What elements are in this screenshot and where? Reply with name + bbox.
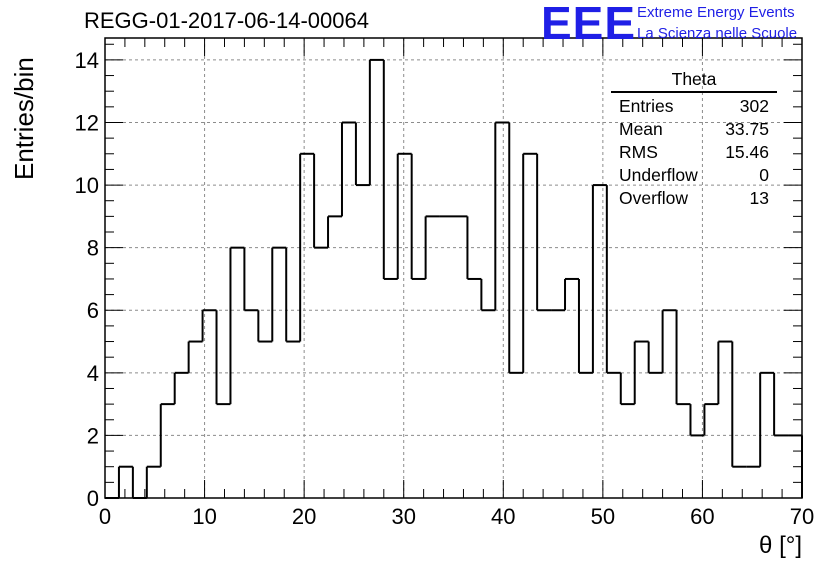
stats-box: Theta Entries 302 Mean 33.75 RMS 15.46 U… [611,69,777,210]
stats-value: 0 [759,165,769,185]
x-tick-label: 70 [790,504,814,529]
stats-row-entries: Entries 302 [611,95,777,118]
stats-label: Underflow [619,165,698,185]
y-tick-label: 4 [87,361,99,386]
x-tick-label: 50 [591,504,615,529]
eee-logo: EEE [541,0,637,49]
x-tick-label: 30 [391,504,415,529]
stats-label: Overflow [619,188,689,208]
stats-value: 302 [739,96,769,116]
stats-label: Mean [619,119,663,139]
x-tick-label: 60 [690,504,714,529]
x-tick-label: 10 [192,504,216,529]
y-axis-label: Entries/bin [9,57,39,180]
stats-label: Entries [619,96,674,116]
y-tick-label: 6 [87,298,99,323]
stats-row-rms: RMS 15.46 [611,141,777,164]
stats-value: 33.75 [725,119,769,139]
stats-value: 13 [749,188,769,208]
x-tick-label: 40 [491,504,515,529]
y-tick-label: 2 [87,423,99,448]
logo-subtitle-line1: Extreme Energy Events [637,4,795,21]
stats-value: 15.46 [725,142,769,162]
stats-row-underflow: Underflow 0 [611,164,777,187]
y-tick-label: 12 [75,110,99,135]
y-tick-label: 8 [87,236,99,261]
stats-row-mean: Mean 33.75 [611,118,777,141]
y-tick-label: 14 [75,48,99,73]
y-tick-label: 0 [87,486,99,511]
x-tick-label: 20 [292,504,316,529]
y-tick-label: 10 [75,173,99,198]
chart-title: REGG-01-2017-06-14-00064 [84,8,369,33]
stats-label: RMS [619,142,658,162]
plot-frame [104,37,803,499]
stats-box-title: Theta [611,69,777,93]
logo-subtitle-line2: La Scienza nelle Scuole [637,25,798,42]
stats-row-overflow: Overflow 13 [611,187,777,210]
x-axis-label: θ [°] [759,532,802,559]
x-tick-label: 0 [99,504,111,529]
